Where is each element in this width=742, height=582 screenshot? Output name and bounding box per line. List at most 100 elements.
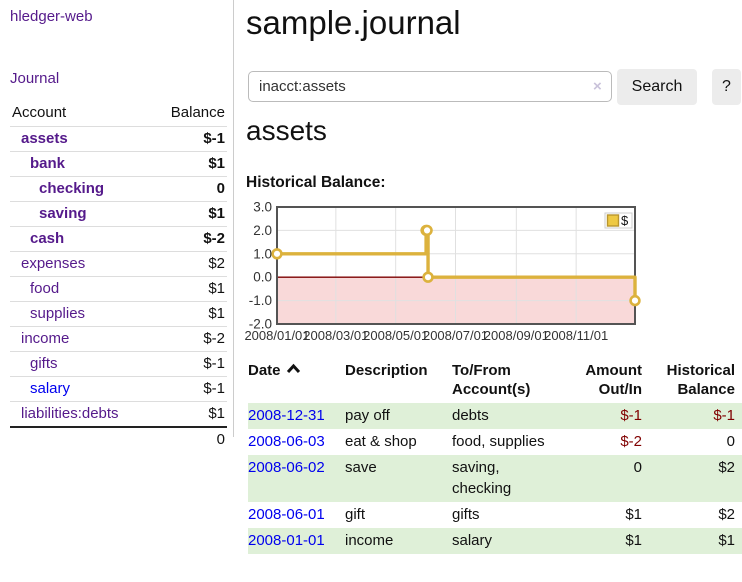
svg-text:2008/07/01: 2008/07/01 (423, 328, 488, 343)
account-row: food $1 (10, 276, 227, 302)
historical-balance-chart: $3.0 2.0 1.0 0.0 -1.0 -2.0 2008/01/01 2008/03/0… (240, 194, 742, 346)
account-link-expenses[interactable]: expenses (21, 255, 86, 272)
transaction-balance: $2 (642, 455, 742, 502)
transaction-description: gift (345, 506, 366, 523)
svg-text:-2.0: -2.0 (249, 317, 272, 332)
account-row: expenses $2 (10, 251, 227, 277)
register-header-row: Date Description To/From Account(s) Amount Ou… (248, 361, 742, 403)
transaction-balance: 0 (726, 433, 735, 450)
help-button[interactable]: ? (712, 69, 741, 105)
account-link-gifts[interactable]: gifts (30, 355, 58, 372)
chart-title: Historical Balance: (246, 174, 386, 191)
account-row: checking 0 (10, 176, 227, 202)
svg-text:$: $ (621, 213, 629, 228)
svg-text:-1.0: -1.0 (249, 293, 272, 308)
register-header-description: Description (345, 362, 428, 379)
account-balance: $-1 (152, 376, 227, 402)
transaction-amount: $-2 (620, 433, 642, 450)
svg-text:2008/09/01: 2008/09/01 (484, 328, 549, 343)
transaction-date-link[interactable]: 2008-06-01 (248, 506, 325, 523)
transaction-amount: $-1 (552, 403, 642, 429)
transaction-accounts: debts (452, 403, 552, 429)
account-link-income[interactable]: income (21, 330, 70, 347)
accounts-total-spacer (10, 426, 153, 452)
account-row: cash $-2 (10, 226, 227, 252)
register-header-to-from: To/From Account(s) (452, 362, 531, 398)
transaction-balance: $2 (718, 506, 735, 523)
account-balance: $1 (152, 151, 227, 177)
transaction-amount: $1 (552, 528, 642, 554)
transaction-date-link[interactable]: 2008-01-01 (248, 532, 325, 549)
account-link-assets[interactable]: assets (21, 130, 68, 147)
register-header-amount: Amount Out/In (585, 362, 642, 398)
account-row: liabilities:debts $1 (10, 401, 227, 427)
transaction-date-link[interactable]: 2008-12-31 (248, 407, 325, 424)
account-link-liabilities-debts[interactable]: liabilities:debts (21, 405, 119, 422)
register-header-date[interactable]: Date (248, 361, 345, 403)
account-link-food[interactable]: food (30, 280, 60, 297)
svg-text:2008/03/01: 2008/03/01 (303, 328, 368, 343)
transaction-description: income (345, 528, 452, 554)
transaction-description: pay off (345, 403, 452, 429)
account-balance: $1 (152, 301, 227, 327)
account-row: assets $-1 (10, 126, 227, 152)
accounts-table: Account Balance assets $-1 bank $1 checking 0… (10, 101, 227, 452)
account-link-saving[interactable]: saving (39, 205, 87, 222)
account-row: bank $1 (10, 151, 227, 177)
account-balance: $1 (152, 201, 227, 227)
sidebar-item-journal[interactable]: Journal (10, 70, 60, 87)
balance-chart-svg: $3.0 2.0 1.0 0.0 -1.0 -2.02008/01/012008/03/0… (244, 200, 641, 343)
account-row: gifts $-1 (10, 351, 227, 377)
account-link-cash[interactable]: cash (30, 230, 65, 247)
transaction-accounts: gifts (452, 506, 480, 523)
accounts-header-account: Account (12, 104, 67, 121)
account-row: supplies $1 (10, 301, 227, 327)
account-link-bank[interactable]: bank (30, 155, 66, 172)
svg-text:2008/11/01: 2008/11/01 (544, 328, 608, 343)
transaction-row: 2008-06-03 eat & shop food, supplies $-2 0 (248, 429, 742, 455)
account-row: saving $1 (10, 201, 227, 227)
transaction-date-link[interactable]: 2008-06-02 (248, 459, 325, 476)
search-input[interactable] (248, 71, 612, 102)
app-title-link[interactable]: hledger-web (10, 8, 93, 25)
account-balance: $1 (152, 276, 227, 302)
svg-text:3.0: 3.0 (253, 200, 272, 215)
transaction-amount: 0 (552, 455, 642, 502)
account-link-supplies[interactable]: supplies (30, 305, 86, 322)
transaction-accounts: salary (452, 528, 552, 554)
transaction-description: save (345, 455, 452, 502)
search-button[interactable]: Search (617, 69, 697, 105)
transaction-amount: $1 (625, 506, 642, 523)
account-balance: $1 (152, 401, 227, 427)
sort-ascending-icon (286, 363, 300, 374)
account-link-checking[interactable]: checking (39, 180, 105, 197)
transaction-balance: $1 (642, 528, 742, 554)
sidebar-divider (233, 0, 234, 437)
transaction-accounts: food, supplies (452, 433, 545, 450)
svg-text:2008/05/01: 2008/05/01 (363, 328, 428, 343)
transaction-row: 2008-06-01 gift gifts $1 $2 (248, 502, 742, 528)
transaction-row: 2008-06-02 save saving, checking 0 $2 (248, 455, 742, 502)
accounts-table-header: Account Balance (10, 101, 227, 127)
account-heading: assets (246, 115, 327, 146)
accounts-total-value: 0 (152, 426, 227, 452)
account-link-salary[interactable]: salary (30, 380, 71, 397)
clear-search-icon[interactable]: × (593, 78, 602, 95)
svg-text:2.0: 2.0 (253, 223, 272, 238)
chart-legend: $ (604, 212, 633, 229)
page-title: sample.journal (246, 4, 461, 41)
account-row: salary $-1 (10, 376, 227, 402)
account-balance: $-1 (152, 351, 227, 377)
account-balance: $-1 (152, 126, 227, 152)
account-balance: $2 (152, 251, 227, 277)
register-table: Date Description To/From Account(s) Amount Ou… (248, 361, 742, 554)
accounts-total-row: 0 (10, 426, 227, 452)
svg-text:2008/01/01: 2008/01/01 (244, 328, 309, 343)
svg-text:1.0: 1.0 (253, 246, 272, 261)
transaction-date-link[interactable]: 2008-06-03 (248, 433, 325, 450)
account-balance: 0 (152, 176, 227, 202)
transaction-row: 2008-12-31 pay off debts $-1 $-1 (248, 403, 742, 429)
transaction-description: eat & shop (345, 433, 417, 450)
transaction-accounts: saving, checking (452, 455, 552, 502)
